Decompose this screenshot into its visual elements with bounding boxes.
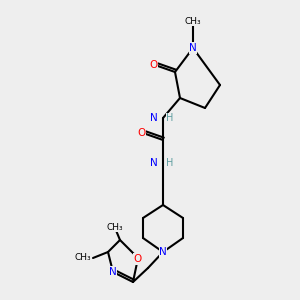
Text: N: N xyxy=(150,158,158,168)
Text: H: H xyxy=(166,158,173,168)
Text: N: N xyxy=(150,113,158,123)
Text: O: O xyxy=(134,254,142,264)
Text: CH₃: CH₃ xyxy=(185,16,201,26)
Text: CH₃: CH₃ xyxy=(74,254,91,262)
Text: N: N xyxy=(189,43,197,53)
Text: O: O xyxy=(137,128,145,138)
Text: N: N xyxy=(159,247,167,257)
Text: N: N xyxy=(109,267,117,277)
Text: CH₃: CH₃ xyxy=(107,223,123,232)
Text: H: H xyxy=(166,113,173,123)
Text: O: O xyxy=(149,60,157,70)
